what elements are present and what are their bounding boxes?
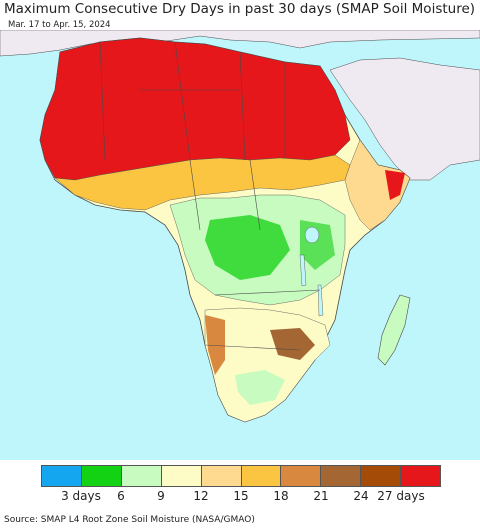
source-credit: Source: SMAP L4 Root Zone Soil Moisture … (4, 515, 255, 525)
legend-swatch (81, 466, 122, 486)
legend-tick-label: 9 (157, 489, 165, 503)
legend-swatch (201, 466, 242, 486)
namibia-dry (205, 315, 225, 375)
legend-tick-label: 24 (353, 489, 369, 503)
horn-region (344, 139, 411, 231)
legend-swatch (121, 466, 162, 486)
legend-tick-label: 6 (117, 489, 125, 503)
country-borders (99, 41, 321, 351)
legend-swatch (321, 466, 362, 486)
legend-swatch (361, 466, 402, 486)
horn-tip-red (385, 170, 405, 200)
lake-malawi (317, 284, 324, 317)
legend-tick-label: 21 (313, 489, 329, 503)
legend-swatch (281, 466, 322, 486)
legend-tick-label: 15 (233, 489, 249, 503)
lake-victoria (304, 226, 320, 244)
legend-tick-label: 18 (273, 489, 289, 503)
date-range: Mar. 17 to Apr. 15, 2024 (8, 20, 111, 30)
legend-tick-labels: 3 days 6 9 12 15 18 21 24 27 days (0, 489, 480, 505)
lake-tanganyika (299, 254, 307, 287)
legend-color-bar (41, 465, 441, 487)
legend-swatch (401, 466, 441, 486)
europe-land (0, 30, 480, 57)
legend-tick-label: 3 days (61, 489, 101, 503)
legend-tick-label: 27 days (377, 489, 425, 503)
legend-swatch (241, 466, 282, 486)
africa-dry-days-map (0, 30, 480, 460)
legend-swatch (161, 466, 202, 486)
legend-tick-label: 12 (193, 489, 209, 503)
legend-swatch (42, 466, 82, 486)
madagascar (377, 294, 411, 366)
congo-green-patch (205, 215, 290, 280)
zimbabwe-dry (270, 328, 315, 360)
middle-east-land (329, 57, 480, 181)
map-title: Maximum Consecutive Dry Days in past 30 … (4, 1, 476, 17)
south-africa-green (235, 370, 285, 405)
